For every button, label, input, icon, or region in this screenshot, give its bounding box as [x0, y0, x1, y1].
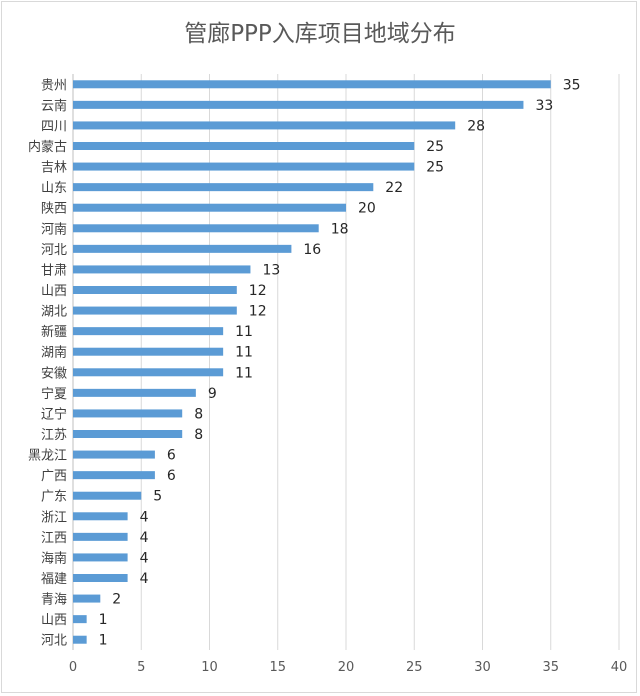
data-label: 18	[331, 221, 349, 237]
category-label: 江西	[41, 531, 67, 546]
data-label: 11	[235, 345, 253, 361]
chart-title: 管廊PPP入库项目地域分布	[184, 21, 456, 47]
category-label: 四川	[41, 119, 67, 134]
bar	[73, 615, 87, 624]
bar	[73, 512, 128, 521]
bar	[73, 162, 415, 171]
data-label: 1	[99, 612, 108, 628]
data-label: 6	[167, 448, 176, 464]
category-label: 湖北	[41, 305, 67, 320]
category-label: 海南	[41, 550, 67, 566]
category-label: 广东	[41, 490, 67, 505]
bar	[73, 430, 183, 438]
x-tick-label: 40	[611, 660, 628, 675]
category-label: 贵州	[41, 78, 67, 93]
x-tick-label: 25	[406, 660, 423, 675]
bar	[73, 388, 196, 397]
bar	[73, 491, 142, 500]
data-label: 1	[99, 633, 108, 649]
category-label: 安徽	[41, 366, 67, 381]
data-label: 4	[140, 509, 149, 525]
category-label: 黑龙江	[28, 449, 67, 464]
bar	[73, 594, 101, 603]
x-tick-label: 0	[69, 660, 77, 675]
data-label: 33	[535, 98, 553, 114]
bar	[73, 471, 155, 480]
bar	[73, 347, 224, 356]
category-label: 山东	[41, 181, 67, 196]
category-label: 新疆	[41, 324, 67, 340]
category-label: 浙江	[41, 510, 67, 525]
data-label: 22	[385, 180, 403, 196]
data-label: 11	[235, 324, 253, 340]
bar	[73, 286, 237, 294]
bar	[73, 532, 128, 541]
bar	[73, 203, 346, 212]
data-label: 4	[140, 550, 149, 566]
x-tick-label: 5	[137, 660, 145, 675]
bar	[73, 183, 374, 192]
category-label: 河南	[41, 221, 67, 237]
category-label: 宁夏	[41, 386, 67, 402]
category-label: 云南	[41, 98, 67, 114]
data-label: 25	[426, 160, 444, 176]
data-label: 8	[194, 406, 203, 422]
category-label: 内蒙古	[28, 139, 67, 155]
data-label: 4	[140, 530, 149, 546]
data-label: 8	[194, 427, 203, 443]
data-label: 4	[140, 571, 149, 587]
x-tick-label: 30	[474, 660, 491, 675]
data-label: 11	[235, 365, 253, 381]
data-label: 6	[167, 468, 176, 484]
data-label: 20	[358, 201, 376, 217]
bar	[73, 306, 237, 315]
bar	[73, 100, 524, 109]
data-label: 35	[563, 77, 581, 93]
data-label: 12	[249, 283, 267, 299]
category-label: 甘肃	[41, 263, 67, 278]
bar	[73, 368, 224, 377]
bar	[73, 121, 456, 130]
bar	[73, 80, 551, 89]
category-label: 山西	[41, 613, 67, 628]
bar	[73, 327, 224, 336]
category-label: 吉林	[41, 161, 67, 176]
category-label: 广西	[41, 469, 67, 484]
bar	[73, 224, 319, 233]
bar	[73, 553, 128, 562]
data-label: 25	[426, 139, 444, 155]
category-label: 河北	[41, 243, 67, 258]
category-label: 湖南	[41, 345, 67, 361]
category-label: 辽宁	[41, 406, 67, 422]
bar	[73, 409, 183, 418]
bar	[73, 450, 155, 459]
bar	[73, 265, 251, 274]
bar	[73, 635, 87, 644]
x-tick-label: 15	[269, 660, 286, 675]
category-label: 陕西	[41, 202, 67, 217]
category-label: 江苏	[41, 427, 67, 443]
bar	[73, 244, 292, 253]
category-label: 青海	[41, 593, 67, 608]
x-tick-label: 35	[542, 660, 559, 675]
category-label: 河北	[41, 634, 67, 649]
data-label: 13	[262, 262, 280, 278]
category-label: 山西	[41, 284, 67, 299]
bar	[73, 142, 415, 150]
category-label: 福建	[41, 572, 67, 587]
data-label: 16	[303, 242, 321, 258]
data-label: 2	[112, 592, 121, 608]
data-label: 9	[208, 386, 217, 402]
x-tick-label: 10	[201, 660, 218, 675]
bar	[73, 574, 128, 582]
data-label: 5	[153, 489, 162, 505]
x-tick-label: 20	[338, 660, 355, 675]
data-label: 28	[467, 118, 485, 134]
data-label: 12	[249, 304, 267, 320]
